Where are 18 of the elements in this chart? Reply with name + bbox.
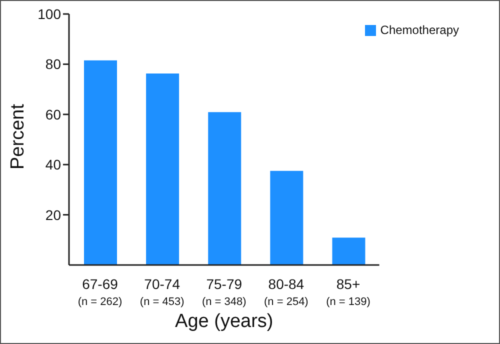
bar [270,170,304,265]
y-axis-title: Percent [8,103,29,170]
x-tick-label: 67-69 (n = 262) [78,276,122,308]
y-tick-label: 40 [45,156,62,173]
x-tick-label: 80-84 (n = 254) [264,276,308,308]
bar [146,73,180,265]
y-tick-label: 60 [45,106,62,122]
y-tick-label: 80 [45,56,62,72]
y-tick-label: 20 [45,206,62,223]
legend-label: Chemotherapy [380,23,459,37]
x-tick-label: 75-79 (n = 348) [202,276,246,308]
bar [208,112,242,265]
y-tick-label: 100 [38,6,62,22]
x-tick-label: 70-74 (n = 453) [140,276,184,308]
bar [84,60,117,265]
bar [332,238,366,265]
x-axis-title: Age (years) [175,311,274,332]
x-tick-label: 85+ (n = 139) [326,276,370,308]
